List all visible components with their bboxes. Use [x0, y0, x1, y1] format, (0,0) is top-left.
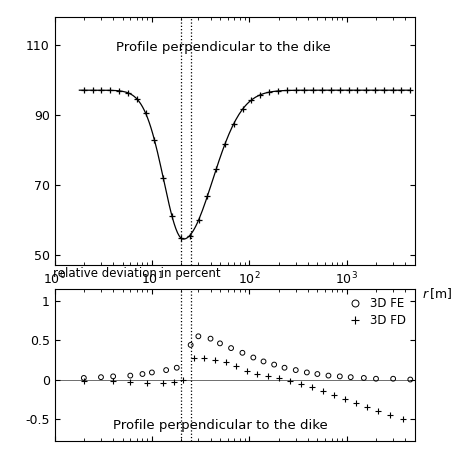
Point [144, 379, 151, 386]
Point [80, 374, 88, 382]
Text: relative deviation in percent: relative deviation in percent [53, 267, 220, 280]
Point [372, 375, 380, 383]
Point [180, 376, 187, 383]
Point [222, 358, 229, 366]
Point [127, 378, 134, 386]
Point [194, 332, 202, 340]
Point [227, 344, 235, 352]
Point [171, 378, 178, 386]
Point [243, 367, 251, 374]
Point [173, 364, 181, 372]
Point [386, 411, 394, 419]
Point [360, 374, 368, 382]
Point [238, 349, 246, 356]
Point [330, 392, 338, 399]
Point [336, 373, 344, 380]
Point [341, 395, 349, 403]
Point [303, 369, 310, 376]
Point [347, 374, 355, 381]
Point [148, 369, 155, 376]
Point [407, 376, 414, 383]
Point [127, 372, 134, 379]
Point [109, 377, 117, 385]
Point [270, 361, 278, 368]
Point [216, 339, 224, 347]
Point [325, 372, 332, 379]
Text: Profile perpendicular to the dike: Profile perpendicular to the dike [117, 42, 331, 55]
Point [264, 373, 272, 380]
Point [159, 380, 167, 387]
Point [232, 362, 240, 370]
Point [314, 370, 321, 378]
Point [249, 354, 257, 361]
Point [211, 356, 219, 364]
Point [389, 375, 397, 383]
Point [292, 366, 300, 374]
Point [286, 377, 293, 385]
Point [319, 388, 327, 395]
Point [363, 403, 370, 411]
Point [260, 358, 267, 365]
Point [97, 374, 105, 381]
Legend: 3D FE, 3D FD: 3D FE, 3D FD [341, 295, 409, 329]
Point [275, 374, 283, 382]
Point [253, 370, 261, 378]
Point [200, 355, 208, 362]
Point [139, 370, 146, 378]
Point [207, 335, 214, 342]
Point [187, 341, 194, 349]
Point [297, 381, 305, 388]
Point [308, 383, 316, 391]
Point [281, 364, 288, 372]
Text: Profile perpendicular to the dike: Profile perpendicular to the dike [113, 419, 328, 432]
Point [109, 373, 117, 380]
Text: (a): (a) [226, 308, 243, 321]
Point [374, 407, 382, 415]
Point [80, 377, 88, 385]
Point [190, 354, 198, 361]
Text: $r\,[\mathrm{m}]$: $r\,[\mathrm{m}]$ [422, 287, 452, 301]
Point [352, 399, 360, 407]
Point [162, 366, 170, 374]
Point [400, 415, 407, 423]
